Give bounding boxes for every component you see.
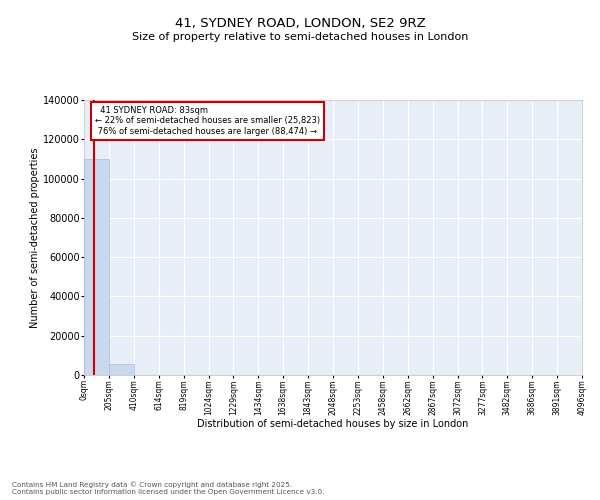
Bar: [109, 364, 134, 375]
Text: Size of property relative to semi-detached houses in London: Size of property relative to semi-detach…: [132, 32, 468, 42]
Text: 41, SYDNEY ROAD, LONDON, SE2 9RZ: 41, SYDNEY ROAD, LONDON, SE2 9RZ: [175, 18, 425, 30]
X-axis label: Distribution of semi-detached houses by size in London: Distribution of semi-detached houses by …: [197, 419, 469, 429]
Text: Contains HM Land Registry data © Crown copyright and database right 2025.
Contai: Contains HM Land Registry data © Crown c…: [12, 482, 325, 495]
Text: 41 SYDNEY ROAD: 83sqm
← 22% of semi-detached houses are smaller (25,823)
 76% of: 41 SYDNEY ROAD: 83sqm ← 22% of semi-deta…: [95, 106, 320, 136]
Bar: [84, 159, 109, 375]
Y-axis label: Number of semi-detached properties: Number of semi-detached properties: [30, 147, 40, 328]
